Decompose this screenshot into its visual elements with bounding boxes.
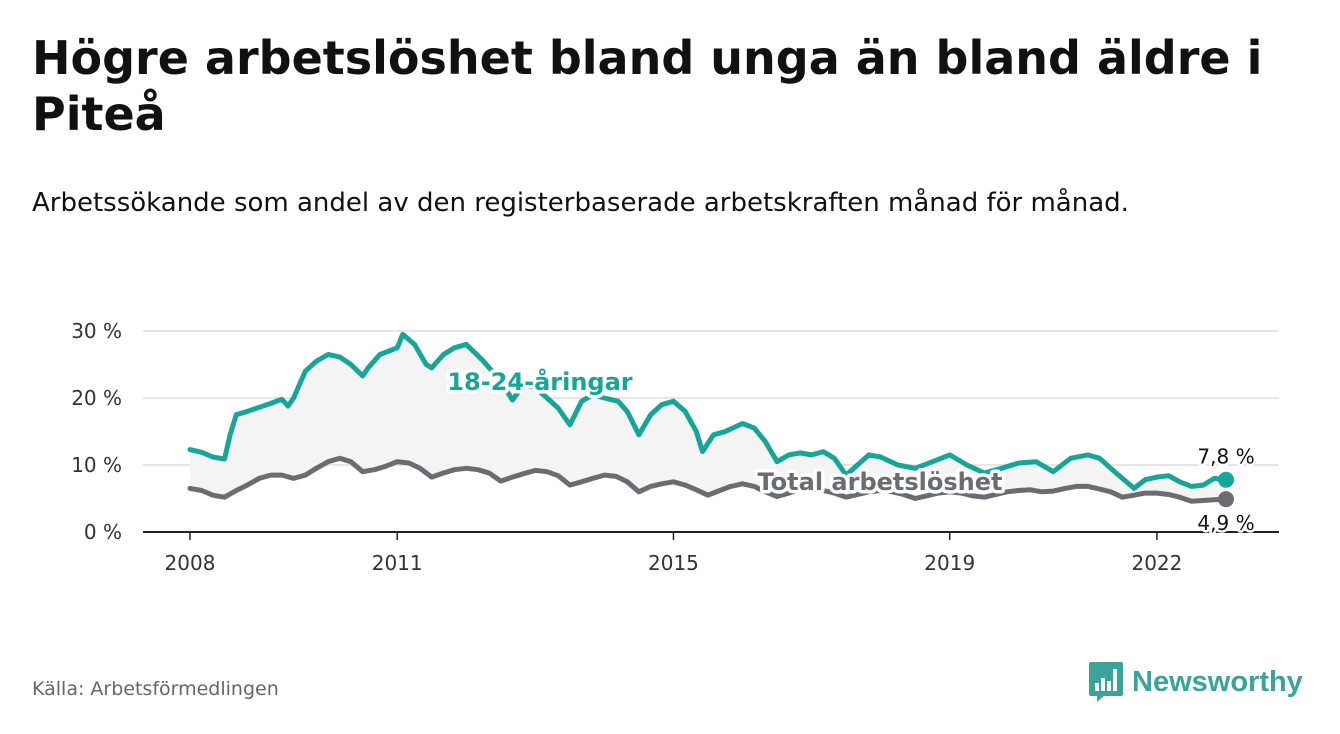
series-labels: 7,8 % 4,9 % 18-24-åringar Total arbetslöshe…: [444, 364, 1257, 538]
series-end-label: 4,9 %: [1197, 511, 1254, 535]
x-tick-label: 2015: [648, 551, 699, 575]
series-line-youth: [187, 331, 1229, 491]
x-tick-label: 2019: [924, 551, 975, 575]
brand-name: Newsworthy: [1132, 665, 1303, 698]
brand-logo[interactable]: Newsworthy: [1088, 660, 1303, 704]
series-end-label: 7,8 %: [1197, 445, 1254, 469]
series-lines: [187, 331, 1234, 508]
x-tick-label: 2022: [1131, 551, 1182, 575]
y-tick-label: 10 %: [71, 453, 122, 477]
chart-subtitle: Arbetssökande som andel av den registerb…: [32, 188, 1129, 218]
axes: 0 % 10 % 20 % 30 % 2008 2011 2015 2019 2022: [71, 319, 1279, 575]
series-line-total: [187, 455, 1229, 504]
gap-area-fill: [190, 334, 1226, 502]
x-tick-label: 2008: [165, 551, 216, 575]
y-tick-label: 30 %: [71, 319, 122, 343]
y-tick-label: 20 %: [71, 386, 122, 410]
source-note: Källa: Arbetsförmedlingen: [32, 678, 279, 700]
series-end-marker: [1218, 491, 1234, 508]
series-label-total: Total arbetslöshet: [757, 468, 1002, 496]
newsworthy-logo-icon: [1089, 662, 1123, 702]
line-chart: 0 % 10 % 20 % 30 % 2008 2011 2015 2019 2022 7,8 …: [71, 319, 1279, 575]
y-tick-label: 0 %: [84, 520, 122, 544]
series-label-youth: 18-24-åringar: [447, 367, 632, 396]
x-tick-label: 2011: [372, 551, 423, 575]
gap-area: [190, 334, 1226, 502]
series-end-marker: [1218, 471, 1234, 488]
chart-title: Högre arbetslöshet bland unga än bland ä…: [32, 31, 1263, 141]
